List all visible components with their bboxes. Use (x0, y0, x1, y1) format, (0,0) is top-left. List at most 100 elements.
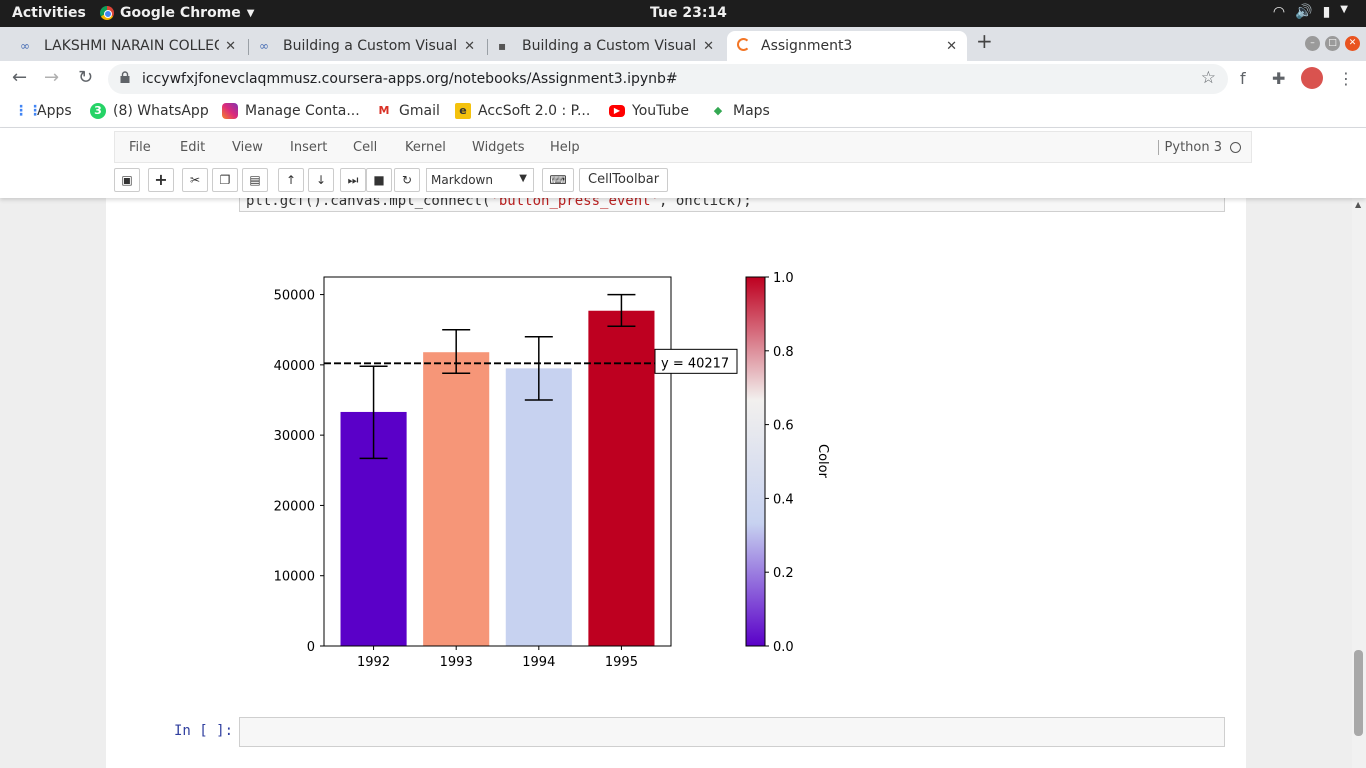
system-tray[interactable]: ◠ 🔊 ▮ ▼ (1273, 4, 1348, 20)
move-down-icon[interactable]: ↓ (308, 168, 334, 192)
bar-chart[interactable]: 1992 1993 1994 1995 0 10000 20000 30000 40000 500… (256, 256, 856, 676)
clock[interactable]: Tue 23:14 (650, 5, 727, 21)
bookmarks-bar: ⋮⋮ Apps 3 (8) WhatsApp Manage Conta... M… (0, 96, 1366, 128)
empty-code-cell[interactable] (239, 717, 1225, 747)
kernel-indicator[interactable]: Python 3 (1157, 140, 1241, 155)
new-tab-button[interactable]: + (976, 29, 993, 53)
address-bar[interactable]: iccywfxjfonevclaqmmusz.coursera-apps.org… (108, 64, 1228, 94)
window-close-button[interactable]: ✕ (1345, 36, 1360, 51)
tab-assignment3[interactable]: Assignment3 ✕ (727, 31, 967, 61)
loading-spinner-icon (737, 38, 753, 54)
save-icon[interactable]: ▣ (114, 168, 140, 192)
tab-lakshmi[interactable]: ∞ LAKSHMI NARAIN COLLEG ✕ (10, 31, 246, 61)
menu-help[interactable]: Help (550, 140, 580, 155)
run-icon[interactable]: ⏭ (340, 168, 366, 192)
cell-type-select[interactable]: Markdown ▼ (426, 168, 534, 192)
colorbar-tick-label: 0.0 (773, 640, 794, 655)
close-icon[interactable]: ✕ (703, 38, 714, 54)
tab-label: LAKSHMI NARAIN COLLEG (44, 38, 220, 54)
activities-button[interactable]: Activities (12, 5, 86, 21)
bookmark-instagram[interactable]: Manage Conta... (222, 103, 360, 119)
paste-icon[interactable]: ▤ (242, 168, 268, 192)
stop-icon[interactable]: ■ (366, 168, 392, 192)
colorbar-tick-label: 1.0 (773, 271, 794, 286)
menu-cell[interactable]: Cell (353, 140, 378, 155)
coursera-icon: ∞ (259, 39, 269, 53)
bookmark-youtube[interactable]: ▶ YouTube (609, 103, 689, 119)
menu-widgets[interactable]: Widgets (472, 140, 525, 155)
cut-icon[interactable]: ✂ (182, 168, 208, 192)
close-icon[interactable]: ✕ (225, 38, 236, 54)
tab-label: Assignment3 (761, 38, 853, 54)
chevron-down-icon: ▼ (246, 7, 255, 19)
facebook-extension-icon[interactable]: f (1240, 69, 1246, 88)
colorbar-tick-label: 0.6 (773, 419, 794, 434)
chevron-down-icon: ▼ (519, 173, 527, 184)
bookmark-apps[interactable]: ⋮⋮ Apps (14, 103, 72, 119)
tab-custom-visual-1[interactable]: ∞ Building a Custom Visuali ✕ (249, 31, 485, 61)
copy-icon[interactable]: ❐ (212, 168, 238, 192)
maps-icon: ◆ (713, 104, 723, 117)
matplotlib-figure[interactable]: 1992 1993 1994 1995 0 10000 20000 30000 40000 500… (256, 256, 856, 676)
whatsapp-icon: 3 (90, 103, 106, 119)
bookmark-label: Manage Conta... (245, 103, 360, 119)
bookmark-maps[interactable]: ◆ Maps (710, 103, 770, 119)
page-scrollbar[interactable]: ▲ (1352, 198, 1366, 768)
restart-icon[interactable]: ↻ (394, 168, 420, 192)
menu-kernel[interactable]: Kernel (405, 140, 446, 155)
y-tick-label: 50000 (274, 289, 315, 304)
scrollbar-thumb[interactable] (1354, 650, 1363, 736)
bookmark-label: YouTube (632, 103, 689, 119)
scroll-up-icon[interactable]: ▲ (1355, 200, 1362, 209)
add-cell-icon[interactable]: + (148, 168, 174, 192)
menu-edit[interactable]: Edit (180, 140, 206, 155)
chevron-down-icon: ▼ (1340, 4, 1348, 15)
menu-insert[interactable]: Insert (290, 140, 328, 155)
keyboard-icon[interactable]: ⌨ (542, 168, 574, 192)
volume-icon: 🔊 (1295, 4, 1313, 20)
threshold-label: y = 40217 (661, 356, 729, 371)
minimize-button[interactable]: – (1305, 36, 1320, 51)
y-tick-label: 10000 (274, 570, 315, 585)
bar[interactable] (588, 310, 655, 646)
battery-icon: ▮ (1322, 4, 1331, 20)
cell-prompt: In [ ]: (174, 723, 234, 739)
app-name: Google Chrome (120, 5, 241, 21)
page-icon: ▪ (498, 39, 507, 53)
move-up-icon[interactable]: ↑ (278, 168, 304, 192)
app-menu[interactable]: Google Chrome ▼ (100, 5, 254, 21)
close-icon[interactable]: ✕ (946, 38, 957, 54)
extensions-puzzle-icon[interactable]: ✚ (1272, 69, 1286, 88)
notebook-area: plt.gcf().canvas.mpl_connect('button_pre… (106, 190, 1246, 768)
profile-avatar[interactable] (1301, 67, 1323, 89)
bookmark-gmail[interactable]: M Gmail (376, 103, 440, 119)
kernel-idle-icon (1230, 142, 1241, 153)
youtube-icon: ▶ (609, 105, 625, 117)
kebab-menu-icon[interactable]: ⋮ (1338, 69, 1354, 88)
bookmark-accsoft[interactable]: e AccSoft 2.0 : P... (455, 103, 590, 119)
bookmark-whatsapp[interactable]: 3 (8) WhatsApp (90, 103, 209, 119)
gmail-icon: M (378, 104, 390, 117)
colorbar (745, 276, 766, 647)
bar[interactable] (505, 368, 572, 646)
bar[interactable] (423, 352, 490, 646)
menu-file[interactable]: File (129, 140, 151, 155)
y-tick-label: 20000 (274, 499, 315, 514)
y-tick-label: 40000 (274, 359, 315, 374)
back-icon[interactable]: ← (12, 67, 28, 88)
reload-icon[interactable]: ↻ (78, 67, 94, 88)
kernel-name: Python 3 (1164, 140, 1222, 155)
jupyter-header: File Edit View Insert Cell Kernel Widget… (0, 128, 1366, 198)
maximize-button[interactable]: □ (1325, 36, 1340, 51)
forward-icon[interactable]: → (44, 67, 60, 88)
close-icon[interactable]: ✕ (464, 38, 475, 54)
bookmark-label: Maps (733, 103, 770, 119)
bookmark-star-icon[interactable]: ☆ (1200, 68, 1216, 88)
accsoft-icon: e (455, 103, 471, 119)
bookmark-label: Apps (37, 103, 72, 119)
menu-view[interactable]: View (232, 140, 263, 155)
tab-custom-visual-2[interactable]: ▪ Building a Custom Visuali ✕ (488, 31, 724, 61)
url-text: iccywfxjfonevclaqmmusz.coursera-apps.org… (142, 71, 678, 87)
celltoolbar-button[interactable]: CellToolbar (579, 168, 669, 192)
bookmark-label: Gmail (399, 103, 440, 119)
